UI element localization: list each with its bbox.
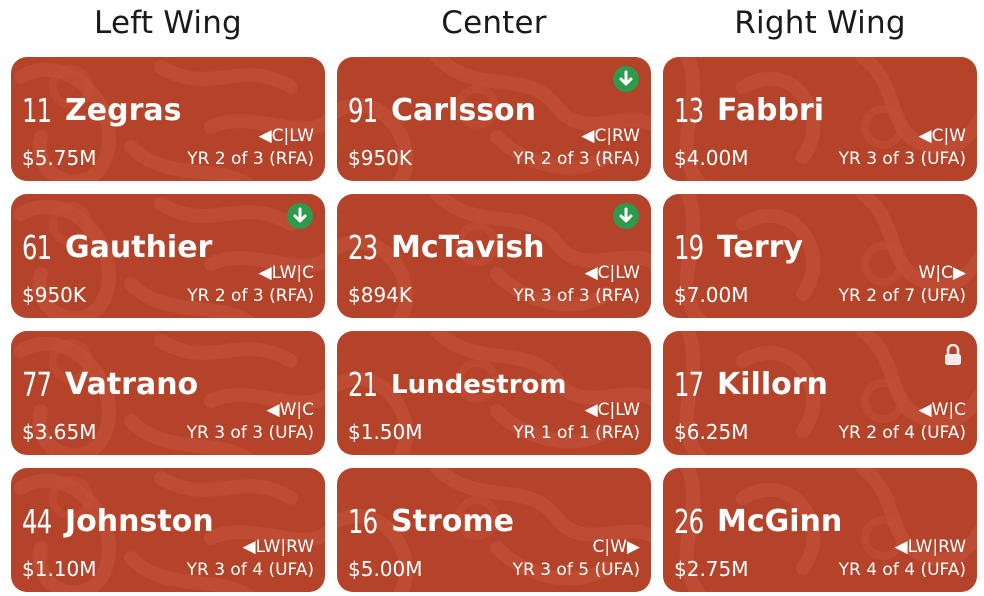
player-number: 21 [348,365,378,404]
player-number: 19 [674,228,704,267]
player-card-fabbri[interactable]: 13 Fabbri ◀C|W $4.00M YR 3 of 3 (UFA) [663,57,977,181]
player-salary: $7.00M [674,283,749,307]
player-number: 11 [22,91,52,130]
player-salary: $5.75M [22,146,97,170]
contract-status: YR 2 of 3 (RFA) [513,149,640,169]
down-arrow-icon[interactable] [287,203,313,229]
player-card-zegras[interactable]: 11 Zegras ◀C|LW $5.75M YR 2 of 3 (RFA) [11,57,325,181]
player-number: 26 [674,502,704,541]
contract-status: YR 3 of 3 (UFA) [838,149,966,169]
player-card-mcginn[interactable]: 26 McGinn ◀LW|RW $2.75M YR 4 of 4 (UFA) [663,468,977,592]
player-number: 17 [674,365,704,404]
player-card-carlsson[interactable]: 91 Carlsson ◀C|RW $950K YR 2 of 3 (RFA) [337,57,651,181]
player-name: Carlsson [391,93,537,128]
player-name: Terry [717,230,803,265]
player-salary: $2.75M [674,557,749,581]
player-card-johnston[interactable]: 44 Johnston ◀LW|RW $1.10M YR 3 of 4 (UFA) [11,468,325,592]
player-number: 61 [22,228,52,267]
player-positions: ◀LW|RW [242,537,314,557]
contract-status: YR 3 of 3 (RFA) [513,286,640,306]
player-name: McTavish [391,230,545,265]
contract-status: YR 3 of 3 (UFA) [186,423,314,443]
player-positions: ◀C|RW [581,126,640,146]
column-header-center: Center [441,5,547,41]
player-name: Vatrano [65,367,199,402]
player-number: 16 [348,502,378,541]
player-positions: ◀W|C [918,400,966,420]
player-positions: ◀C|LW [584,400,640,420]
player-salary: $4.00M [674,146,749,170]
contract-status: YR 2 of 3 (RFA) [187,286,314,306]
player-name: Zegras [65,93,182,128]
player-positions: ◀LW|C [258,263,314,283]
lock-icon [943,343,963,366]
player-name: McGinn [717,504,843,539]
contract-status: YR 3 of 4 (UFA) [186,560,314,580]
player-positions: W|C▶ [918,263,966,283]
contract-status: YR 2 of 7 (UFA) [838,286,966,306]
contract-status: YR 3 of 5 (UFA) [512,560,640,580]
player-salary: $5.00M [348,557,423,581]
player-number: 13 [674,91,704,130]
player-salary: $3.65M [22,420,97,444]
player-salary: $6.25M [674,420,749,444]
player-positions: ◀W|C [266,400,314,420]
player-positions: C|W▶ [592,537,640,557]
player-name: Killorn [717,367,828,402]
player-positions: ◀LW|RW [894,537,966,557]
player-number: 44 [22,502,52,541]
player-number: 91 [348,91,378,130]
column-header-right-wing: Right Wing [734,5,906,41]
down-arrow-icon[interactable] [613,66,639,92]
contract-status: YR 2 of 3 (RFA) [187,149,314,169]
player-card-mctavish[interactable]: 23 McTavish ◀C|LW $894K YR 3 of 3 (RFA) [337,194,651,318]
player-salary: $950K [22,283,87,307]
player-positions: ◀C|W [918,126,966,146]
column-header-left-wing: Left Wing [94,5,242,41]
player-name: Johnston [65,504,214,539]
player-card-lundestrom[interactable]: 21 Lundestrom ◀C|LW $1.50M YR 1 of 1 (RFA) [337,331,651,455]
player-name: Strome [391,504,514,539]
player-number: 77 [22,365,52,404]
player-salary: $1.10M [22,557,97,581]
down-arrow-icon[interactable] [613,203,639,229]
player-card-strome[interactable]: 16 Strome C|W▶ $5.00M YR 3 of 5 (UFA) [337,468,651,592]
player-name: Gauthier [65,230,213,265]
player-card-vatrano[interactable]: 77 Vatrano ◀W|C $3.65M YR 3 of 3 (UFA) [11,331,325,455]
player-name: Lundestrom [391,370,567,400]
player-card-killorn[interactable]: 17 Killorn ◀W|C $6.25M YR 2 of 4 (UFA) [663,331,977,455]
contract-status: YR 1 of 1 (RFA) [513,423,640,443]
player-salary: $1.50M [348,420,423,444]
player-card-terry[interactable]: 19 Terry W|C▶ $7.00M YR 2 of 7 (UFA) [663,194,977,318]
contract-status: YR 2 of 4 (UFA) [838,423,966,443]
player-card-gauthier[interactable]: 61 Gauthier ◀LW|C $950K YR 2 of 3 (RFA) [11,194,325,318]
contract-status: YR 4 of 4 (UFA) [838,560,966,580]
player-salary: $894K [348,283,413,307]
player-positions: ◀C|LW [584,263,640,283]
player-positions: ◀C|LW [258,126,314,146]
player-name: Fabbri [717,93,825,128]
player-number: 23 [348,228,378,267]
player-salary: $950K [348,146,413,170]
